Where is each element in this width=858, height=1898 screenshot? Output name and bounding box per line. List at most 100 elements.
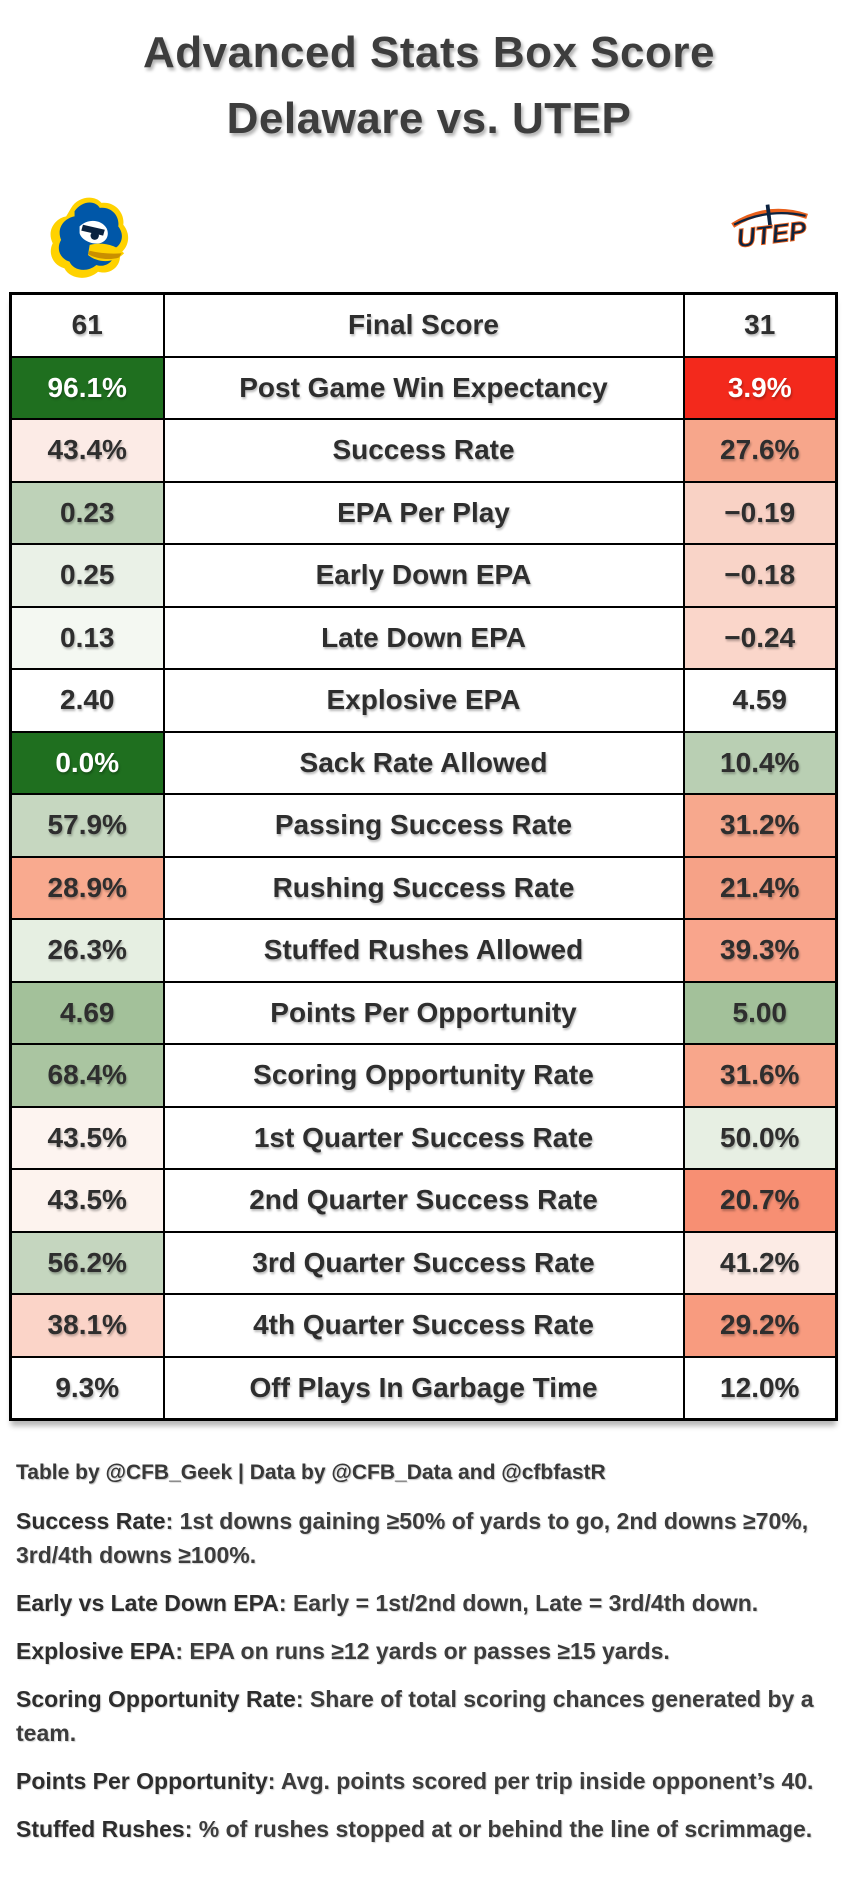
metric-label-cell: 3rd Quarter Success Rate (162, 1230, 685, 1295)
utep-value-cell: 29.2% (682, 1293, 838, 1358)
metric-label-cell: Final Score (162, 292, 685, 358)
footnote-text: : Avg. points scored per trip inside opp… (267, 1768, 814, 1794)
utep-value-cell: 3.9% (682, 355, 838, 420)
table-row: 68.4% Scoring Opportunity Rate 31.6% (9, 1043, 838, 1108)
metric-label-cell: Stuffed Rushes Allowed (162, 918, 685, 983)
utep-value-cell: 27.6% (682, 418, 838, 483)
table-row: 4.69 Points Per Opportunity 5.00 (9, 980, 838, 1045)
metric-label-cell: 1st Quarter Success Rate (162, 1105, 685, 1170)
delaware-value-cell: 43.4% (9, 418, 165, 483)
title-line-1: Advanced Stats Box Score (143, 28, 715, 77)
footnote: Scoring Opportunity Rate: Share of total… (16, 1682, 818, 1750)
footnote-term: Early vs Late Down EPA (16, 1590, 279, 1616)
footnote-text: : % of rushes stopped at or behind the l… (184, 1816, 813, 1842)
title-line-2: Delaware vs. UTEP (226, 94, 632, 143)
blue-hen-icon (50, 197, 129, 278)
footnote-term: Scoring Opportunity Rate (16, 1686, 296, 1712)
table-row: 61 Final Score 31 (9, 292, 838, 358)
delaware-value-cell: 43.5% (9, 1105, 165, 1170)
footnotes: Success Rate: 1st downs gaining ≥50% of … (16, 1504, 818, 1860)
table-row: 96.1% Post Game Win Expectancy 3.9% (9, 355, 838, 420)
utep-value-cell: −0.19 (682, 480, 838, 545)
utep-value-cell: 10.4% (682, 730, 838, 795)
footnote-text: : EPA on runs ≥12 yards or passes ≥15 ya… (175, 1638, 670, 1664)
footnote: Explosive EPA: EPA on runs ≥12 yards or … (16, 1634, 818, 1668)
delaware-value-cell: 56.2% (9, 1230, 165, 1295)
delaware-value-cell: 61 (9, 292, 165, 358)
footnote-term: Success Rate (16, 1508, 166, 1534)
table-row: 2.40 Explosive EPA 4.59 (9, 668, 838, 733)
metric-label-cell: Passing Success Rate (162, 793, 685, 858)
utep-value-cell: 12.0% (682, 1355, 838, 1421)
delaware-value-cell: 9.3% (9, 1355, 165, 1421)
delaware-value-cell: 43.5% (9, 1168, 165, 1233)
utep-value-cell: 41.2% (682, 1230, 838, 1295)
utep-logo: UTEP (726, 194, 816, 262)
footnote: Early vs Late Down EPA: Early = 1st/2nd … (16, 1586, 818, 1620)
utep-value-cell: 31.6% (682, 1043, 838, 1108)
table-row: 43.5% 2nd Quarter Success Rate 20.7% (9, 1168, 838, 1233)
metric-label-cell: Success Rate (162, 418, 685, 483)
footnote-text: : Share of total scoring chances generat… (16, 1686, 814, 1746)
footnote-text: : 1st downs gaining ≥50% of yards to go,… (16, 1508, 809, 1568)
delaware-value-cell: 28.9% (9, 855, 165, 920)
utep-pickaxe-icon: UTEP (731, 204, 809, 254)
stats-table-body: 61 Final Score 31 96.1% Post Game Win Expect… (9, 292, 838, 1421)
metric-label-cell: Points Per Opportunity (162, 980, 685, 1045)
table-row: 26.3% Stuffed Rushes Allowed 39.3% (9, 918, 838, 983)
metric-label-cell: Off Plays In Garbage Time (162, 1355, 685, 1421)
utep-value-cell: 31.2% (682, 793, 838, 858)
delaware-value-cell: 0.0% (9, 730, 165, 795)
utep-value-cell: 4.59 (682, 668, 838, 733)
metric-label-cell: Post Game Win Expectancy (162, 355, 685, 420)
metric-label-cell: Late Down EPA (162, 605, 685, 670)
delaware-value-cell: 96.1% (9, 355, 165, 420)
table-row: 0.13 Late Down EPA −0.24 (9, 605, 838, 670)
delaware-value-cell: 4.69 (9, 980, 165, 1045)
table-row: 9.3% Off Plays In Garbage Time 12.0% (9, 1355, 838, 1421)
delaware-value-cell: 57.9% (9, 793, 165, 858)
credit-line: Table by @CFB_Geek | Data by @CFB_Data a… (16, 1461, 606, 1484)
utep-value-cell: 20.7% (682, 1168, 838, 1233)
table-row: 38.1% 4th Quarter Success Rate 29.2% (9, 1293, 838, 1358)
table-row: 0.0% Sack Rate Allowed 10.4% (9, 730, 838, 795)
delaware-value-cell: 38.1% (9, 1293, 165, 1358)
delaware-logo (46, 190, 130, 288)
footnote: Points Per Opportunity: Avg. points scor… (16, 1764, 818, 1798)
footnote: Success Rate: 1st downs gaining ≥50% of … (16, 1504, 818, 1572)
utep-value-cell: 50.0% (682, 1105, 838, 1170)
utep-value-cell: −0.24 (682, 605, 838, 670)
footnote-text: : Early = 1st/2nd down, Late = 3rd/4th d… (278, 1590, 759, 1616)
footnote-term: Stuffed Rushes (16, 1816, 185, 1842)
page-title: Advanced Stats Box Score Delaware vs. UT… (0, 20, 858, 152)
table-row: 0.23 EPA Per Play −0.19 (9, 480, 838, 545)
footnote-term: Explosive EPA (16, 1638, 176, 1664)
table-row: 0.25 Early Down EPA −0.18 (9, 543, 838, 608)
metric-label-cell: Sack Rate Allowed (162, 730, 685, 795)
table-row: 28.9% Rushing Success Rate 21.4% (9, 855, 838, 920)
delaware-value-cell: 0.23 (9, 480, 165, 545)
delaware-value-cell: 0.13 (9, 605, 165, 670)
utep-value-cell: 39.3% (682, 918, 838, 983)
delaware-value-cell: 0.25 (9, 543, 165, 608)
metric-label-cell: Early Down EPA (162, 543, 685, 608)
metric-label-cell: 4th Quarter Success Rate (162, 1293, 685, 1358)
metric-label-cell: 2nd Quarter Success Rate (162, 1168, 685, 1233)
metric-label-cell: EPA Per Play (162, 480, 685, 545)
stats-table: 61 Final Score 31 96.1% Post Game Win Expect… (9, 292, 838, 1421)
delaware-value-cell: 2.40 (9, 668, 165, 733)
utep-value-cell: 5.00 (682, 980, 838, 1045)
metric-label-cell: Scoring Opportunity Rate (162, 1043, 685, 1108)
delaware-value-cell: 68.4% (9, 1043, 165, 1108)
delaware-value-cell: 26.3% (9, 918, 165, 983)
utep-value-cell: −0.18 (682, 543, 838, 608)
footnote-term: Points Per Opportunity (16, 1768, 268, 1794)
metric-label-cell: Rushing Success Rate (162, 855, 685, 920)
table-row: 43.5% 1st Quarter Success Rate 50.0% (9, 1105, 838, 1170)
utep-value-cell: 21.4% (682, 855, 838, 920)
table-row: 57.9% Passing Success Rate 31.2% (9, 793, 838, 858)
metric-label-cell: Explosive EPA (162, 668, 685, 733)
table-row: 43.4% Success Rate 27.6% (9, 418, 838, 483)
footnote: Stuffed Rushes: % of rushes stopped at o… (16, 1812, 818, 1846)
